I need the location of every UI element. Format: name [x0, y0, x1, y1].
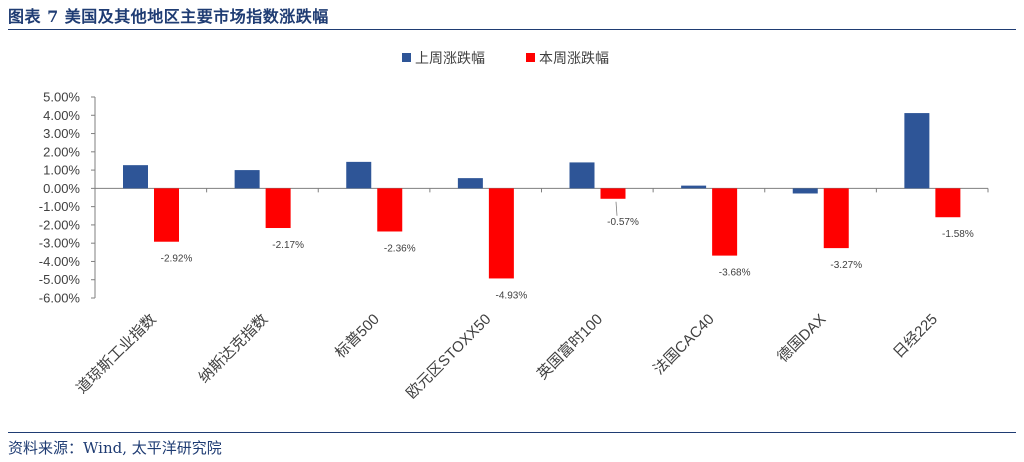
- y-tick-label: 4.00%: [43, 108, 80, 123]
- bar-this-week-6: [712, 188, 738, 256]
- x-category-label: 英国富时100: [533, 310, 606, 383]
- bar-this-week-7: [823, 188, 849, 249]
- bar-last-week-6: [681, 185, 707, 189]
- bar-last-week-1: [123, 165, 148, 189]
- bar-last-week-2: [234, 170, 260, 189]
- y-tick-label: 1.00%: [43, 163, 80, 178]
- y-tick-label: -2.00%: [39, 217, 81, 232]
- bar-this-week-1: [154, 188, 179, 242]
- y-tick-label: 5.00%: [43, 90, 80, 105]
- y-tick-label: 0.00%: [43, 181, 80, 196]
- leader-line: [615, 201, 618, 216]
- x-axis: 道琼斯工业指数 纳斯达克指数 标普500 欧元区STOXX50 英国富时100 法国CAC…: [73, 187, 989, 402]
- y-tick-label: 3.00%: [43, 126, 80, 141]
- x-category-label: 道琼斯工业指数: [73, 311, 159, 397]
- title-rule: [8, 29, 1016, 30]
- x-category-label: 法国CAC40: [650, 311, 717, 378]
- source-rule: [8, 432, 1016, 433]
- bar-last-week-7: [792, 188, 818, 194]
- bar-this-week-3: [377, 188, 403, 232]
- bar-series: [123, 113, 961, 279]
- x-category-label: 纳斯达克指数: [196, 311, 272, 387]
- y-tick-label: -3.00%: [39, 236, 81, 251]
- x-category-label: 欧元区STOXX50: [403, 311, 494, 402]
- x-category-label: 日经225: [890, 311, 941, 362]
- y-tick-label: -4.00%: [39, 254, 81, 269]
- legend-swatch-2: [526, 53, 535, 62]
- bar-chart: 上周涨跌幅 本周涨跌幅 5.00% 4.00% 3.00% 2.00% 1.00% 0.00…: [39, 50, 989, 402]
- y-tick-label: 2.00%: [43, 144, 80, 159]
- y-tick-label: -6.00%: [39, 291, 81, 306]
- y-axis: 5.00% 4.00% 3.00% 2.00% 1.00% 0.00% -1.00% -2.0…: [39, 90, 96, 306]
- x-category-label: 标普500: [332, 311, 383, 362]
- bar-this-week-8: [935, 188, 961, 218]
- bar-last-week-8: [904, 113, 930, 189]
- data-label: -3.27%: [830, 260, 862, 271]
- data-label: -3.68%: [719, 268, 751, 279]
- data-label: -4.93%: [496, 290, 528, 301]
- bar-this-week-4: [488, 188, 514, 279]
- x-category-label: 德国DAX: [774, 310, 830, 366]
- bar-last-week-5: [569, 162, 595, 189]
- chart-legend: 上周涨跌幅 本周涨跌幅: [402, 50, 609, 66]
- legend-label-2: 本周涨跌幅: [539, 50, 609, 66]
- legend-label-1: 上周涨跌幅: [415, 50, 485, 66]
- data-label: -2.36%: [384, 243, 416, 254]
- bar-last-week-3: [346, 161, 372, 189]
- data-label: -1.58%: [942, 229, 974, 240]
- bar-this-week-5: [600, 188, 626, 199]
- bar-last-week-4: [457, 178, 483, 189]
- data-label: -2.92%: [161, 254, 193, 265]
- data-label: -2.17%: [272, 240, 304, 251]
- legend-swatch-1: [402, 53, 411, 62]
- bar-this-week-2: [265, 188, 291, 229]
- y-tick-label: -5.00%: [39, 272, 81, 287]
- data-label: -0.57%: [607, 217, 639, 228]
- data-labels: -2.92% -2.17% -2.36% -4.93% -0.57% -3.68% -3.2…: [161, 201, 974, 301]
- figure-title: 图表 7 美国及其他地区主要市场指数涨跌幅: [8, 7, 329, 26]
- y-tick-label: -1.00%: [39, 199, 81, 214]
- source-note: 资料来源：Wind, 太平洋研究院: [8, 439, 222, 457]
